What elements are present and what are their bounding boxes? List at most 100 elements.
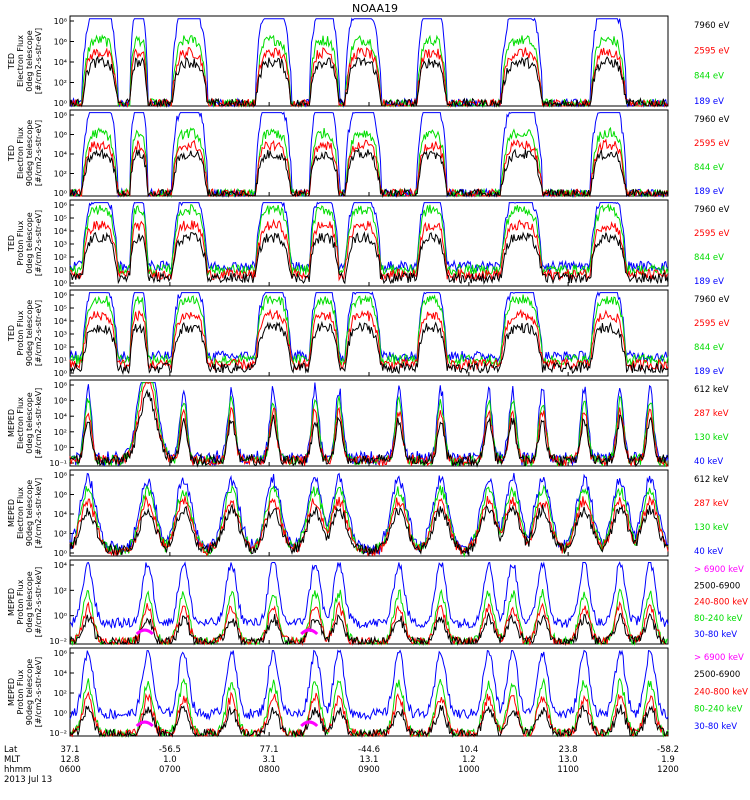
y-tick-label: 10⁴ [54, 150, 67, 159]
legend-entry: 2500-6900 [694, 670, 740, 680]
panel-frame [69, 469, 669, 557]
legend-entry: 844 eV [694, 72, 724, 82]
y-tick-label: 10⁰ [54, 612, 67, 621]
panel-5: 10⁸ 10⁶ 10⁴ 10² 10⁰ 10⁻¹ MEPEDElectron Flux0de… [7, 379, 729, 468]
legend-entry: 287 keV [694, 409, 729, 419]
y-tick-label: 10² [54, 689, 67, 698]
legend-entry: 7960 eV [694, 295, 730, 305]
y-tick-label: 10³ [54, 240, 67, 249]
series-trace-black [69, 231, 669, 285]
y-tick-label: 10⁵ [54, 214, 67, 223]
series-trace-blue [69, 561, 669, 629]
legend-entry: 240-800 keV [694, 598, 748, 608]
x-tick-label-mlt: 1.2 [462, 755, 476, 765]
legend-entry: 2595 eV [694, 319, 730, 329]
legend-entry: 844 eV [694, 253, 724, 263]
legend-entry: 7960 eV [694, 205, 730, 215]
y-tick-label: 10⁻² [49, 729, 67, 738]
legend-entry: 189 eV [694, 277, 724, 287]
y-tick-label: 10² [54, 253, 67, 262]
y-tick-label: 10⁸ [54, 471, 67, 480]
legend-entry: 80-240 keV [694, 614, 743, 624]
panel-2: 10⁸ 10⁶ 10⁴ 10² 10⁰ TEDElectron Flux90deg tel… [7, 109, 730, 198]
series-trace-red [69, 218, 669, 282]
y-tick-label: 10⁶ [54, 397, 67, 406]
y-tick-label: 10⁰ [54, 709, 67, 718]
y-tick-label: 10⁻¹ [49, 459, 67, 468]
y-axis-label: MEPEDProton Flux90deg telescope[#/cm2-s-… [7, 657, 43, 728]
panel-6: 10⁸ 10⁶ 10⁴ 10² 10⁰ MEPEDElectron Flux90deg t… [7, 469, 729, 558]
figure-title: NOAA19 [352, 2, 398, 15]
legend-entry: 189 eV [694, 367, 724, 377]
x-tick-label-mlt: 13.0 [559, 755, 578, 765]
y-tick-label: 10⁰ [54, 549, 67, 558]
x-tick-label-mlt: 3.1 [262, 755, 276, 765]
y-tick-label: 10⁶ [54, 131, 67, 140]
series-trace-red [69, 138, 669, 198]
y-tick-label: 10⁵ [54, 304, 67, 313]
legend-entry: 189 eV [694, 97, 724, 107]
x-tick-label-mlt: 13.1 [360, 755, 379, 765]
panel-frame [69, 647, 669, 737]
x-tick-label-lat: 77.1 [260, 745, 279, 755]
panel-1: 10⁸ 10⁶ 10⁴ 10² 10⁰ TEDElectron Flux0deg tele… [7, 15, 730, 108]
series-trace-black [69, 147, 669, 198]
legend-entry: 844 eV [694, 163, 724, 173]
y-tick-label: 10⁰ [54, 369, 67, 378]
y-tick-label: 10⁶ [54, 291, 67, 300]
panel-7: 10⁴ 10² 10⁰ 10⁻² MEPEDProton Flux0deg telesc… [7, 559, 748, 646]
y-axis-label: TEDElectron Flux90deg telescope[#/cm2-s-… [7, 120, 43, 187]
legend-entry: 189 eV [694, 187, 724, 197]
y-tick-label: 10⁴ [54, 317, 67, 326]
legend-entry: 40 keV [694, 457, 723, 467]
legend-entry: 844 eV [694, 343, 724, 353]
x-tick-label-lat: -58.2 [657, 745, 679, 755]
series-trace-magenta [135, 720, 154, 728]
x-tick-label-hhmm: 0700 [159, 765, 181, 775]
legend-entry: 287 keV [694, 499, 729, 509]
y-axis-label: TEDProton Flux0deg telescope[#/cm2-s-str… [7, 210, 43, 276]
legend-entry: 240-800 keV [694, 687, 748, 697]
y-tick-label: 10⁴ [54, 58, 67, 67]
series-trace-black [69, 503, 669, 557]
series-trace-magenta [300, 628, 319, 636]
x-tick-label-lat: -44.6 [358, 745, 380, 755]
y-axis-label: MEPEDElectron Flux90deg telescope[#/cm2-… [7, 478, 43, 549]
date-label: 2013 Jul 13 [4, 775, 52, 785]
x-tick-label-hhmm: 0600 [59, 765, 81, 775]
series-trace-magenta [135, 628, 154, 636]
series-trace-red [69, 46, 669, 108]
legend-entry: 80-240 keV [694, 705, 743, 715]
series-trace-green [69, 294, 669, 367]
y-tick-label: 10⁻² [49, 637, 67, 646]
legend-entry: 30-80 keV [694, 722, 737, 732]
x-tick-label-mlt: 12.8 [61, 755, 80, 765]
x-tick-label-lat: -56.5 [159, 745, 181, 755]
y-tick-label: 10⁶ [54, 649, 67, 658]
legend-entry: > 6900 keV [694, 565, 744, 575]
legend-entry: 7960 eV [694, 21, 730, 31]
x-row-label: MLT [4, 755, 21, 765]
y-tick-label: 10⁸ [54, 17, 67, 26]
y-tick-label: 10⁶ [54, 201, 67, 210]
legend-entry: 2500-6900 [694, 581, 740, 591]
y-axis-label: TEDElectron Flux0deg telescope[#/cm2-s-s… [7, 28, 43, 94]
legend-entry: 2595 eV [694, 229, 730, 239]
series-trace-blue [69, 201, 669, 274]
panel-8: 10⁶ 10⁴ 10² 10⁰ 10⁻² MEPEDProton Flux90deg te… [7, 647, 748, 738]
legend-entry: 2595 eV [694, 46, 730, 56]
y-tick-label: 10⁴ [54, 510, 67, 519]
y-tick-label: 10⁰ [54, 99, 67, 108]
series-trace-black [69, 55, 669, 108]
y-tick-label: 10² [54, 428, 67, 437]
y-tick-label: 10¹ [54, 356, 67, 365]
y-tick-label: 10⁸ [54, 111, 67, 120]
y-tick-label: 10⁶ [54, 38, 67, 47]
y-tick-label: 10⁰ [54, 279, 67, 288]
y-tick-label: 10⁴ [54, 227, 67, 236]
panel-frame [69, 15, 669, 107]
legend-entry: 2595 eV [694, 139, 730, 149]
y-tick-label: 10⁶ [54, 491, 67, 500]
y-axis-label: MEPEDProton Flux0deg telescope[#/cm2-s-s… [7, 567, 43, 638]
